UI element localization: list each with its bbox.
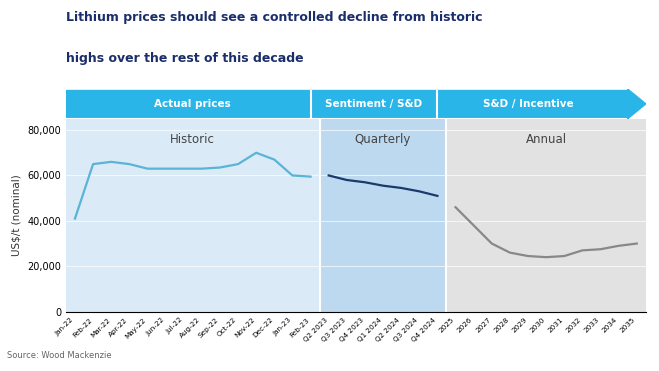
Polygon shape bbox=[66, 89, 646, 119]
Bar bbox=[320, 119, 447, 312]
Text: Lithium prices should see a controlled decline from historic: Lithium prices should see a controlled d… bbox=[66, 11, 482, 24]
Text: Sentiment / S&D: Sentiment / S&D bbox=[326, 99, 422, 109]
Text: highs over the rest of this decade: highs over the rest of this decade bbox=[66, 52, 304, 65]
Text: Annual: Annual bbox=[526, 133, 567, 146]
Text: Source: Wood Mackenzie: Source: Wood Mackenzie bbox=[7, 351, 111, 360]
Y-axis label: US$/t (nominal): US$/t (nominal) bbox=[12, 174, 22, 256]
Bar bbox=[447, 119, 646, 312]
Bar bbox=[66, 119, 320, 312]
Text: S&D / Incentive: S&D / Incentive bbox=[482, 99, 573, 109]
Text: Historic: Historic bbox=[170, 133, 215, 146]
Text: Actual prices: Actual prices bbox=[154, 99, 231, 109]
Text: Quarterly: Quarterly bbox=[355, 133, 411, 146]
